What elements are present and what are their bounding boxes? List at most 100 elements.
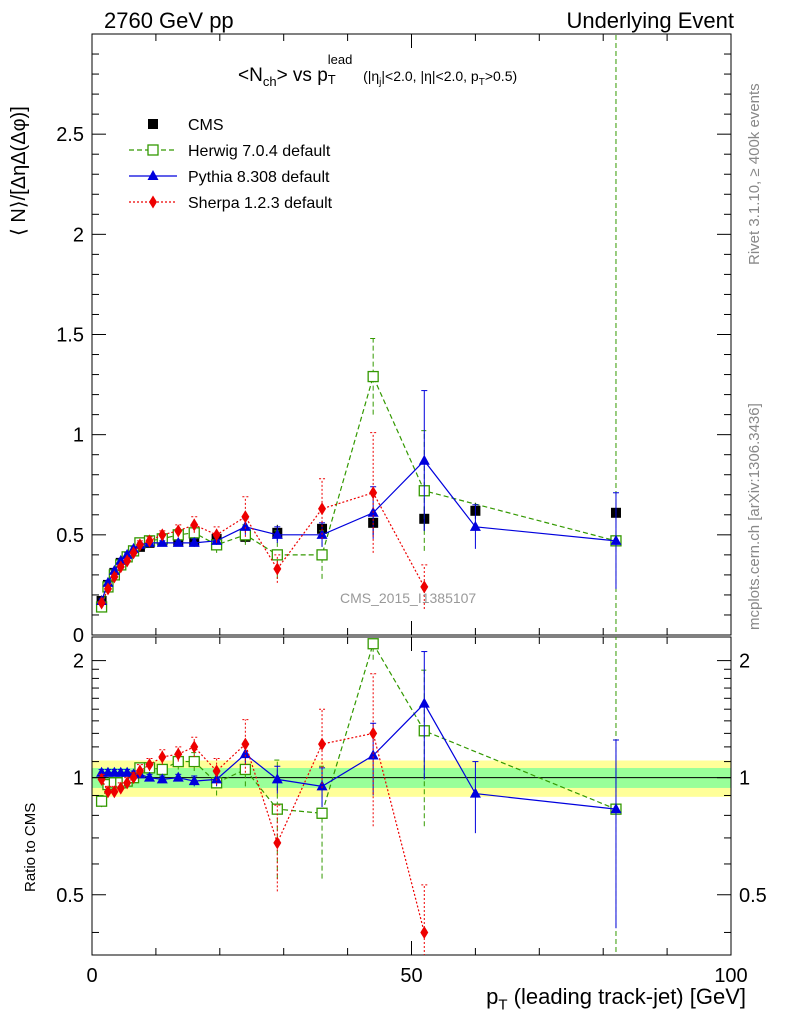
legend-label: Herwig 7.0.4 default [188,143,331,160]
title-cuts-sub2: T [478,76,485,88]
sherpa-ratio-point [158,750,167,764]
pythia-ratio-point [418,697,430,708]
ratio-y-tick-label: 0.5 [56,885,84,907]
ratio-y-tick-label-right: 1 [739,768,750,790]
x-axis-label-sub: T [498,996,508,1014]
sherpa-ratio-point [420,925,429,939]
herwig-main-series [95,34,622,635]
sherpa-ratio-point [241,737,250,751]
sherpa-main-point [420,580,429,594]
herwig-main-point [316,549,328,561]
legend-marker [148,119,158,129]
pythia-main-point [121,548,133,559]
chart-title: <Nch> vs p lead T (|ηj|<2.0, |η|<2.0, pT>0… [238,52,518,89]
pythia-main-point [172,536,184,547]
pythia-main-point [610,534,622,545]
sherpa-main-point [116,560,125,574]
sherpa-main-point [135,538,144,552]
ratio-uncertainty-band [92,760,731,797]
x-axis-label-p: p [486,984,499,1009]
sherpa-main-series [97,432,429,610]
ratio-y-tick-label: 2 [73,651,84,673]
pythia-ratio-point [610,803,622,814]
sherpa-ratio-point [129,771,138,785]
legend-marker [147,144,159,156]
pythia-ratio-point [121,766,133,777]
pythia-main-point [188,536,200,547]
pythia-main-point [239,520,251,531]
sherpa-ratio-point [103,785,112,799]
sherpa-main-point [97,596,106,610]
pythia-main-point [271,528,283,539]
sherpa-ratio-point [190,740,199,754]
pythia-ratio-point [144,771,156,782]
y-axis-label: ⟨ N⟩/[ΔηΔ(Δφ)] [8,106,30,236]
pythia-ratio-point [367,749,379,760]
title-main: <N [238,65,263,86]
herwig-ratio-line [101,642,617,814]
title-cuts: (|η [363,68,380,84]
pythia-ratio-point [211,773,223,784]
rivet-side-text: Rivet 3.1.10, ≥ 400k events [746,83,763,265]
sherpa-main-point [190,518,199,532]
y-tick-label: 2 [73,224,84,246]
y-tick-label: 2.5 [56,124,84,146]
pythia-main-point [156,536,168,547]
ratio-y-tick-label-right: 2 [739,651,750,673]
header-left: 2760 GeV pp [104,8,234,33]
title-cuts-sub: j [379,76,382,88]
title-cuts3: >0.5) [484,68,518,84]
x-tick-label: 50 [400,965,422,987]
y-tick-label: 0 [73,625,84,647]
sherpa-ratio-point [369,726,378,740]
legend-label: CMS [188,117,224,134]
title-p-sup: lead [327,52,353,67]
sherpa-ratio-point [318,737,327,751]
sherpa-main-point [110,570,119,584]
herwig-ratio-point [367,638,379,650]
herwig-ratio-point [316,807,328,819]
y-tick-label: 1.5 [56,325,84,347]
y-tick-label: 0.5 [56,525,84,547]
legend: CMS Herwig 7.0.4 default Pythia 8.308 defa… [129,117,333,212]
pythia-ratio-point [271,773,283,784]
sherpa-ratio-point [110,785,119,799]
sherpa-ratio-series [97,673,429,955]
sherpa-main-point [145,534,154,548]
ratio-y-tick-label-right: 0.5 [739,885,767,907]
sherpa-ratio-point [212,764,221,778]
legend-label: Pythia 8.308 default [188,169,330,186]
sherpa-ratio-point [116,781,125,795]
title-p-sub: T [327,72,336,87]
sherpa-main-point [318,502,327,516]
title-main-sub: ch [262,73,277,89]
y-tick-label: 1 [73,425,84,447]
sherpa-main-point [174,524,183,538]
herwig-ratio-point [95,795,108,807]
sherpa-main-line [101,492,425,604]
x-axis-label: pT (leading track-jet) [GeV] [486,984,746,1013]
x-tick-label: 100 [714,965,747,987]
sherpa-ratio-point [135,764,144,778]
legend-label: Sherpa 1.2.3 default [188,195,333,212]
sherpa-main-point [241,510,250,524]
sherpa-ratio-point [97,772,106,786]
pythia-main-point [469,520,481,531]
sherpa-main-point [273,562,282,576]
x-axis-label-rest: (leading track-jet) [GeV] [507,984,746,1009]
pythia-main-point [115,554,127,565]
pythia-main-point [418,454,430,465]
herwig-main-line [101,374,617,608]
axis-ticks: 0 50 100 0 0.5 1 1.5 2 2.5 0.5 0.5 1 1 2 2 [56,34,767,987]
sherpa-main-point [123,554,132,568]
herwig-main-point [367,370,379,383]
x-tick-label: 0 [86,965,97,987]
pythia-ratio-point [316,780,328,791]
watermark: CMS_2015_I1385107 [340,590,477,606]
pythia-ratio-point [469,787,481,798]
sherpa-main-point [103,582,112,596]
pythia-ratio-point [156,773,168,784]
ratio-y-tick-label: 1 [73,768,84,790]
sherpa-ratio-point [273,836,282,850]
